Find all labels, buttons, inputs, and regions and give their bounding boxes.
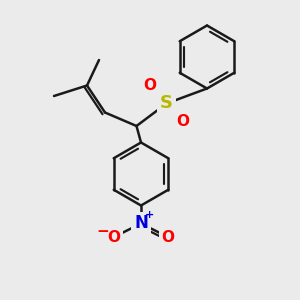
Text: O: O (176, 114, 190, 129)
Text: O: O (143, 78, 157, 93)
Text: N: N (134, 214, 148, 232)
Text: O: O (161, 230, 175, 244)
Text: S: S (160, 94, 173, 112)
Text: +: + (145, 210, 154, 220)
Text: −: − (96, 224, 109, 239)
Text: O: O (107, 230, 121, 244)
